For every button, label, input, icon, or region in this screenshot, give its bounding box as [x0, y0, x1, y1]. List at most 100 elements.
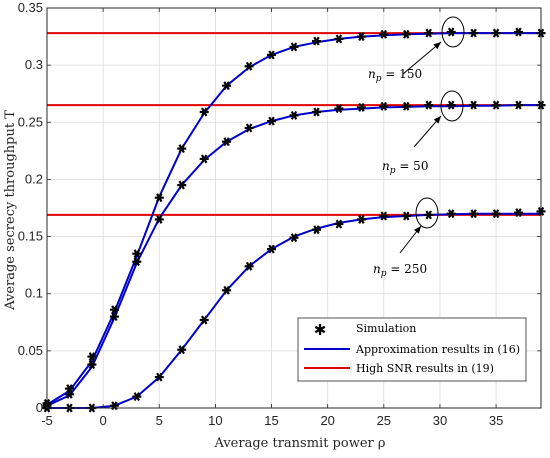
simulation-marker: [312, 107, 321, 117]
simulation-marker: [401, 101, 411, 111]
marker-stroke: [223, 285, 230, 295]
simulation-marker: [469, 209, 479, 219]
annotation-label: np = 150: [368, 67, 422, 84]
simulation-marker: [154, 214, 164, 224]
plot-frame: [46, 7, 542, 409]
marker-stroke: [156, 372, 163, 382]
y-tick-label: 0.15: [18, 229, 43, 244]
x-tick-label: 15: [264, 413, 278, 428]
marker-stroke: [268, 116, 275, 126]
simulation-marker: [334, 219, 344, 229]
marker-stroke: [200, 154, 208, 164]
simulation-marker: [424, 100, 434, 110]
marker-stroke: [268, 244, 275, 254]
simulation-marker: [199, 107, 209, 117]
simulation-marker: [401, 29, 411, 39]
marker-stroke: [290, 110, 298, 120]
x-tick-label: 30: [433, 413, 447, 428]
marker-stroke: [156, 214, 163, 224]
marker-stroke: [447, 27, 455, 37]
marker-stroke: [515, 208, 522, 218]
marker-stroke: [403, 211, 410, 221]
simulation-marker: [199, 315, 209, 325]
simulation-marker: [514, 100, 523, 110]
x-tick-label: 25: [377, 413, 391, 428]
marker-stroke: [380, 211, 388, 221]
marker-stroke: [335, 104, 343, 114]
legend-marker-simulation: ✱: [314, 321, 327, 339]
simulation-marker: [312, 36, 321, 46]
marker-stroke: [290, 233, 298, 243]
simulation-marker: [401, 211, 411, 221]
annotation-ellipse: [415, 197, 439, 229]
marker-stroke: [200, 107, 208, 117]
simulation-marker: [356, 102, 366, 112]
annotation-arrowhead: [414, 226, 421, 234]
marker-stroke: [492, 100, 500, 110]
simulation-marker: [222, 137, 232, 147]
annotation-arrowhead: [433, 116, 441, 124]
marker-stroke: [425, 210, 432, 220]
simulation-marker: [267, 116, 276, 126]
simulation-marker: [244, 123, 254, 133]
annotation-arrow: [402, 41, 442, 75]
marker-stroke: [88, 360, 96, 370]
marker-stroke: [313, 107, 320, 117]
legend-label-approx: Approximation results in (16): [355, 343, 520, 356]
simulation-marker: [446, 27, 456, 37]
simulation-marker: [379, 29, 389, 39]
simulation-marker: [289, 110, 299, 120]
marker-stroke: [358, 32, 365, 42]
marker-stroke: [380, 29, 388, 39]
simulation-marker: [132, 249, 142, 259]
simulation-marker: [491, 100, 501, 110]
simulation-marker: [222, 81, 232, 91]
x-tick-label: 20: [320, 413, 334, 428]
simulation-markers: [42, 27, 546, 413]
x-axis-ticks: -5 0 5 10 15 20 25 30 35: [41, 8, 503, 428]
simulation-marker: [446, 100, 456, 110]
marker-stroke: [268, 50, 275, 60]
annotation-label: np = 50: [382, 159, 428, 176]
simulation-marker: [289, 233, 299, 243]
marker-stroke: [245, 61, 253, 71]
legend-label-high-snr: High SNR results in (19): [356, 362, 494, 375]
simulation-marker: [177, 180, 187, 190]
y-tick-label: 0: [36, 400, 43, 415]
marker-stroke: [358, 214, 365, 224]
simulation-marker: [109, 312, 119, 322]
y-tick-label: 0.3: [25, 57, 43, 72]
simulation-marker: [177, 345, 187, 355]
marker-stroke: [335, 34, 343, 44]
y-axis-title: Average secrecy throughput T: [3, 110, 18, 311]
annotation-arrowhead: [433, 42, 441, 50]
simulation-marker: [491, 28, 501, 38]
simulation-marker: [356, 32, 366, 42]
marker-stroke: [133, 249, 141, 259]
marker-stroke: [403, 101, 410, 111]
x-tick-label: 35: [489, 413, 503, 428]
marker-stroke: [380, 101, 388, 111]
simulation-marker: [514, 27, 523, 37]
marker-stroke: [515, 27, 522, 37]
x-tick-label: -5: [41, 413, 53, 428]
marker-stroke: [88, 352, 96, 362]
marker-stroke: [200, 315, 208, 325]
high-snr-lines: [47, 32, 541, 216]
simulation-marker: [244, 61, 254, 71]
simulation-marker: [334, 104, 344, 114]
marker-stroke: [290, 42, 298, 52]
x-axis-title: Average transmit power ρ: [213, 436, 385, 451]
simulation-marker: [424, 28, 434, 38]
marker-stroke: [447, 100, 455, 110]
marker-stroke: [403, 29, 410, 39]
simulation-marker: [267, 50, 276, 60]
marker-stroke: [156, 193, 163, 203]
y-tick-label: 0.2: [25, 171, 43, 186]
simulation-marker: [154, 193, 164, 203]
y-tick-label: 0.25: [18, 114, 43, 129]
marker-stroke: [492, 209, 500, 219]
marker-stroke: [470, 209, 477, 219]
marker-stroke: [470, 28, 477, 38]
simulation-marker: [267, 244, 276, 254]
